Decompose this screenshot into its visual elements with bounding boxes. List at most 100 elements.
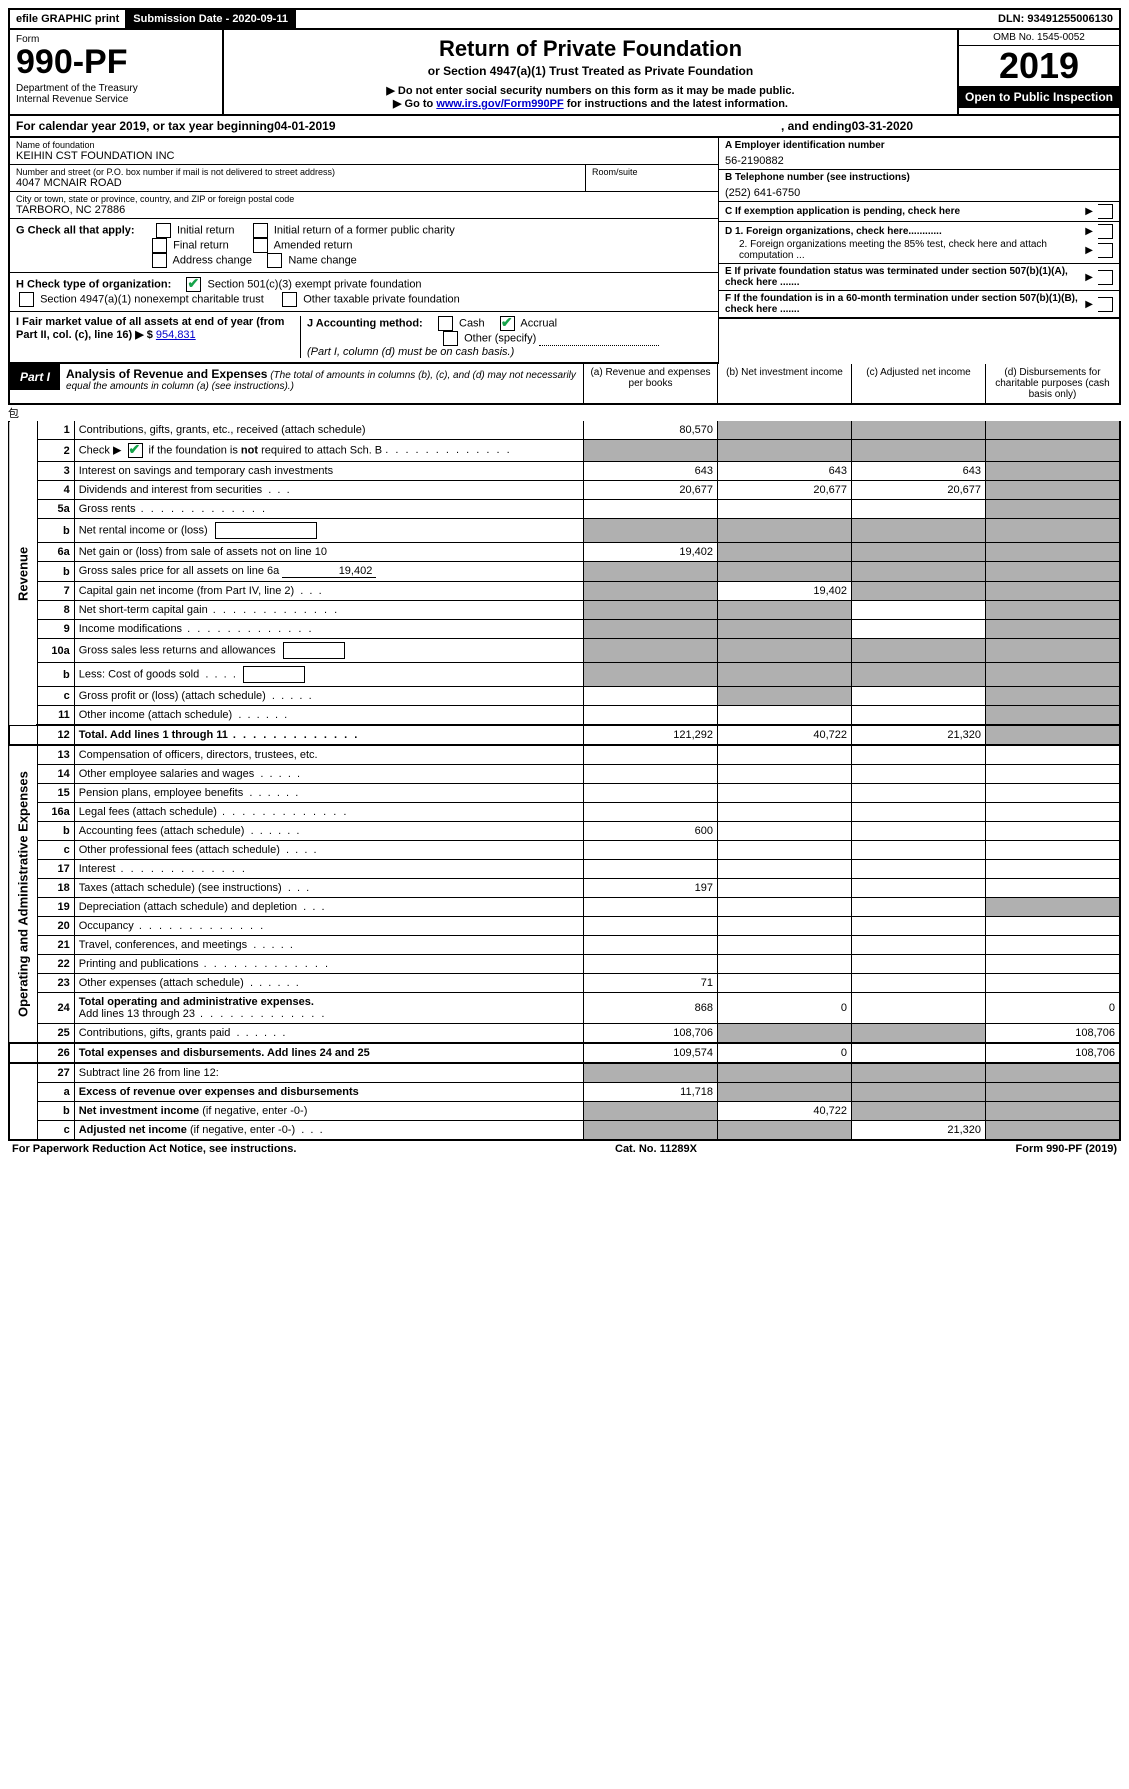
- irs-link[interactable]: www.irs.gov/Form990PF: [436, 98, 563, 110]
- dept: Department of the Treasury: [16, 83, 216, 94]
- col-d-header: (d) Disbursements for charitable purpose…: [985, 364, 1119, 403]
- table-row: 15Pension plans, employee benefits . . .…: [9, 784, 1120, 803]
- name-label: Name of foundation: [16, 140, 712, 150]
- table-row: 6a Net gain or (loss) from sale of asset…: [9, 543, 1120, 562]
- table-row: 14Other employee salaries and wages . . …: [9, 765, 1120, 784]
- table-row: 2 Check ▶ if the foundation is not requi…: [9, 440, 1120, 462]
- table-row: c Gross profit or (loss) (attach schedul…: [9, 687, 1120, 706]
- section-h: H Check type of organization: Section 50…: [10, 273, 718, 312]
- foundation-name: KEIHIN CST FOUNDATION INC: [16, 150, 712, 162]
- part1-label: Part I: [10, 364, 60, 390]
- expenses-label: Operating and Administrative Expenses: [9, 745, 37, 1043]
- table-row: 11 Other income (attach schedule) . . . …: [9, 706, 1120, 726]
- footer-formref: Form 990-PF (2019): [1016, 1143, 1118, 1155]
- chk-name-change[interactable]: [267, 253, 282, 268]
- table-row: b Gross sales price for all assets on li…: [9, 562, 1120, 582]
- page-footer: For Paperwork Reduction Act Notice, see …: [8, 1141, 1121, 1157]
- chk-accrual[interactable]: [500, 316, 515, 331]
- dln: DLN: 93491255006130: [992, 10, 1119, 28]
- d2-label: 2. Foreign organizations meeting the 85%…: [739, 239, 1082, 261]
- year-begin: 04-01-2019: [274, 119, 335, 133]
- city-label: City or town, state or province, country…: [16, 194, 712, 204]
- table-row: 21Travel, conferences, and meetings . . …: [9, 936, 1120, 955]
- chk-4947[interactable]: [19, 292, 34, 307]
- table-row: 24 Total operating and administrative ex…: [9, 993, 1120, 1024]
- l1-a: 80,570: [584, 421, 718, 440]
- table-row: 18Taxes (attach schedule) (see instructi…: [9, 879, 1120, 898]
- form-subtitle: or Section 4947(a)(1) Trust Treated as P…: [230, 64, 951, 78]
- table-row: c Adjusted net income (if negative, ente…: [9, 1121, 1120, 1141]
- year-end: 03-31-2020: [852, 119, 913, 133]
- table-row: 4 Dividends and interest from securities…: [9, 481, 1120, 500]
- table-row: 25 Contributions, gifts, grants paid . .…: [9, 1024, 1120, 1044]
- chk-initial-former[interactable]: [253, 223, 268, 238]
- chk-c[interactable]: [1098, 204, 1113, 219]
- chk-other-taxable[interactable]: [282, 292, 297, 307]
- table-row: 26 Total expenses and disbursements. Add…: [9, 1043, 1120, 1063]
- table-row: 5a Gross rents: [9, 500, 1120, 519]
- table-row: 19Depreciation (attach schedule) and dep…: [9, 898, 1120, 917]
- table-row: 8 Net short-term capital gain: [9, 601, 1120, 620]
- chk-e[interactable]: [1098, 270, 1113, 285]
- table-row: 3 Interest on savings and temporary cash…: [9, 462, 1120, 481]
- phone-value: (252) 641-6750: [725, 187, 1113, 199]
- note-ssn: ▶ Do not enter social security numbers o…: [230, 84, 951, 97]
- e-label: E If private foundation status was termi…: [725, 266, 1082, 288]
- table-row: 22Printing and publications: [9, 955, 1120, 974]
- section-i-j: I Fair market value of all assets at end…: [10, 312, 718, 364]
- info-section: Name of foundation KEIHIN CST FOUNDATION…: [8, 138, 1121, 364]
- form-header: Form 990-PF Department of the Treasury I…: [8, 30, 1121, 116]
- c-label: C If exemption application is pending, c…: [725, 206, 1082, 217]
- table-row: 20Occupancy: [9, 917, 1120, 936]
- efile-label: efile GRAPHIC print: [10, 10, 127, 28]
- f-label: F If the foundation is in a 60-month ter…: [725, 293, 1082, 315]
- revenue-label: Revenue: [9, 421, 37, 725]
- chk-d1[interactable]: [1098, 224, 1113, 239]
- street-address: 4047 MCNAIR ROAD: [16, 177, 579, 189]
- fmv-link[interactable]: 954,831: [156, 329, 196, 341]
- ein-label: A Employer identification number: [725, 140, 1113, 151]
- irs: Internal Revenue Service: [16, 94, 216, 105]
- footer-catno: Cat. No. 11289X: [615, 1143, 697, 1155]
- cash-basis-note: (Part I, column (d) must be on cash basi…: [307, 346, 514, 358]
- footer-left: For Paperwork Reduction Act Notice, see …: [12, 1143, 296, 1155]
- top-bar: efile GRAPHIC print Submission Date - 20…: [8, 8, 1121, 30]
- chk-cash[interactable]: [438, 316, 453, 331]
- form-number: 990-PF: [16, 45, 216, 79]
- chk-other-method[interactable]: [443, 331, 458, 346]
- table-row: b Less: Cost of goods sold . . . .: [9, 663, 1120, 687]
- part1-header: Part I Analysis of Revenue and Expenses …: [8, 364, 1121, 405]
- addr-label: Number and street (or P.O. box number if…: [16, 167, 579, 177]
- table-row: 10a Gross sales less returns and allowan…: [9, 639, 1120, 663]
- table-row: 7 Capital gain net income (from Part IV,…: [9, 582, 1120, 601]
- room-suite-label: Room/suite: [586, 165, 718, 191]
- table-row: Revenue 1 Contributions, gifts, grants, …: [9, 421, 1120, 440]
- form-title: Return of Private Foundation: [230, 36, 951, 62]
- col-b-header: (b) Net investment income: [717, 364, 851, 403]
- col-c-header: (c) Adjusted net income: [851, 364, 985, 403]
- tax-year: 2019: [959, 46, 1119, 86]
- chk-501c3[interactable]: [186, 277, 201, 292]
- table-row: b Net rental income or (loss): [9, 519, 1120, 543]
- table-row: 23Other expenses (attach schedule) . . .…: [9, 974, 1120, 993]
- part1-title: Analysis of Revenue and Expenses: [66, 367, 267, 381]
- table-row: 12 Total. Add lines 1 through 11 121,292…: [9, 725, 1120, 745]
- chk-f[interactable]: [1098, 297, 1113, 312]
- table-row: 16aLegal fees (attach schedule): [9, 803, 1120, 822]
- chk-d2[interactable]: [1098, 243, 1113, 258]
- chk-sch-b[interactable]: [128, 443, 143, 458]
- submission-date: Submission Date - 2020-09-11: [127, 10, 296, 28]
- table-row: 9 Income modifications: [9, 620, 1120, 639]
- chk-amended[interactable]: [253, 238, 268, 253]
- omb-number: OMB No. 1545-0052: [959, 30, 1119, 46]
- table-row: 27 Subtract line 26 from line 12:: [9, 1063, 1120, 1083]
- table-row: cOther professional fees (attach schedul…: [9, 841, 1120, 860]
- phone-label: B Telephone number (see instructions): [725, 172, 1113, 183]
- table-row: a Excess of revenue over expenses and di…: [9, 1083, 1120, 1102]
- col-a-header: (a) Revenue and expenses per books: [583, 364, 717, 403]
- d1-label: D 1. Foreign organizations, check here..…: [725, 226, 1082, 237]
- table-row: b Net investment income (if negative, en…: [9, 1102, 1120, 1121]
- chk-initial-return[interactable]: [156, 223, 171, 238]
- chk-address-change[interactable]: [152, 253, 167, 268]
- chk-final-return[interactable]: [152, 238, 167, 253]
